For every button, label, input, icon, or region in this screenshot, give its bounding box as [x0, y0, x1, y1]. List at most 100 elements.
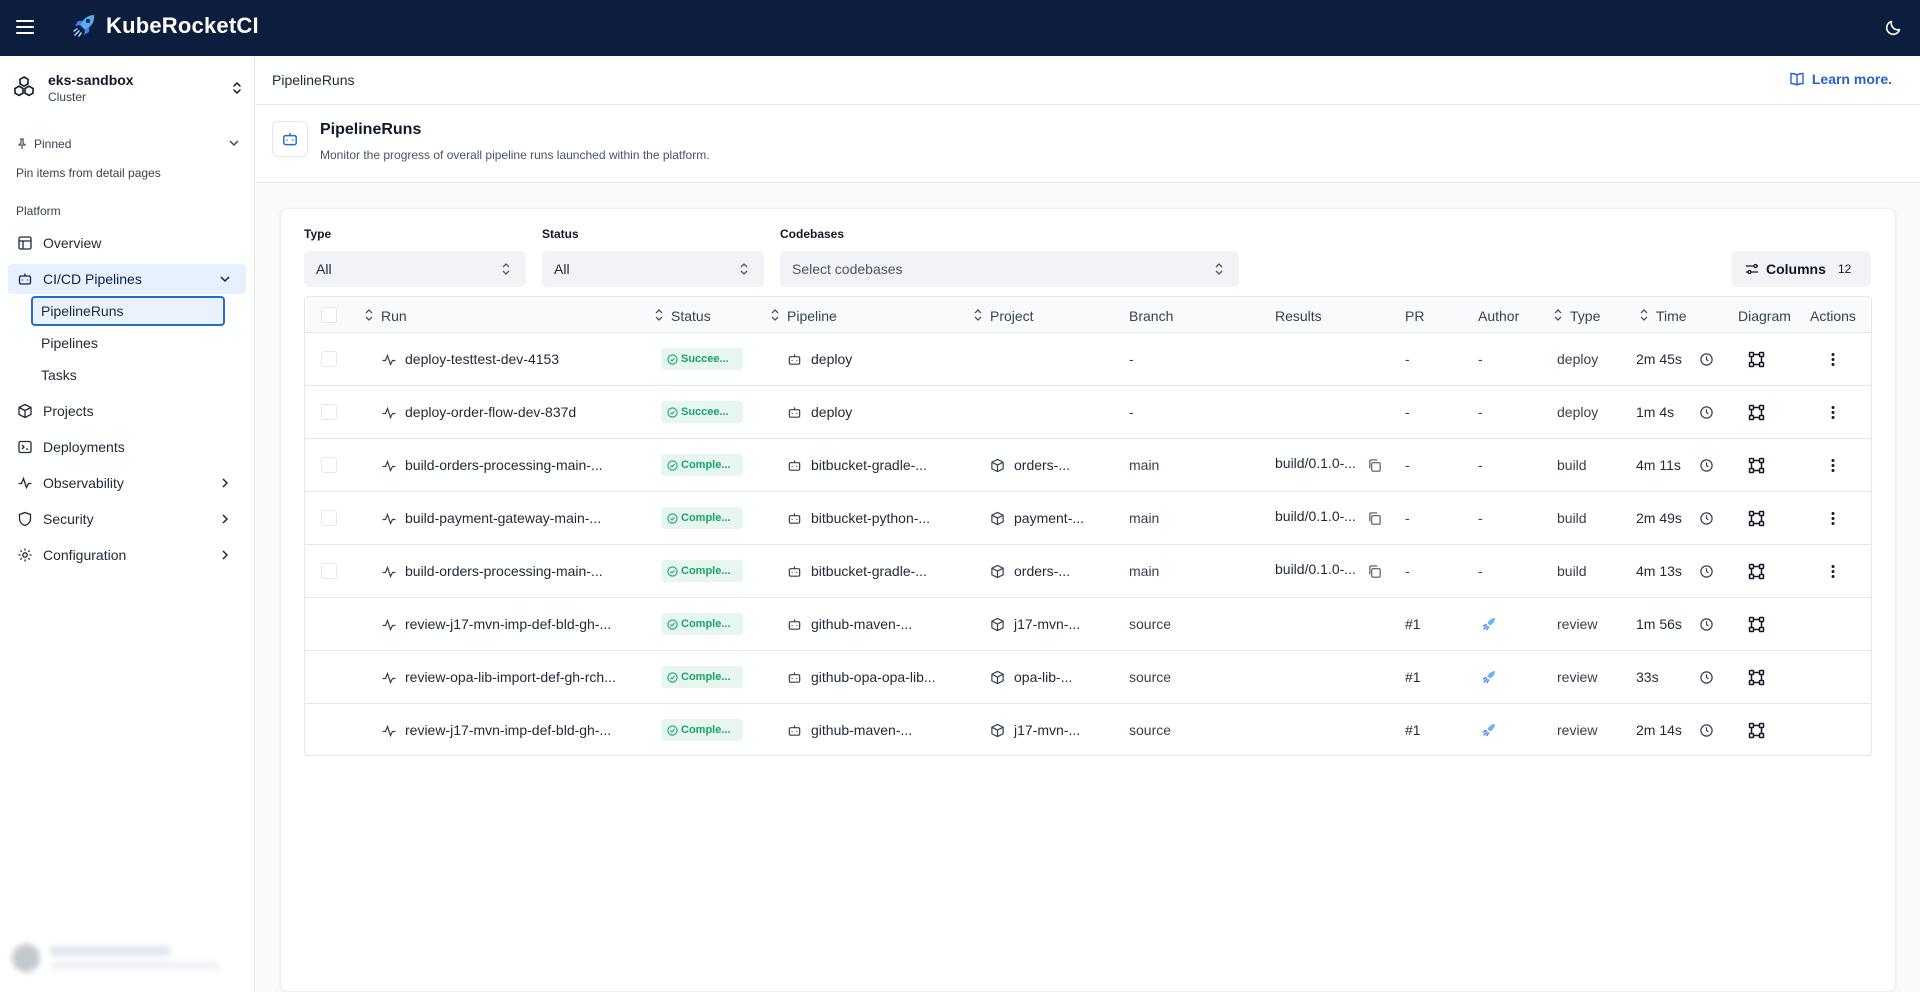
sort-icon[interactable]: [1640, 309, 1648, 321]
table-row[interactable]: build-orders-processing-main-... Comple.…: [305, 439, 1871, 492]
sidebar-item-cicd-pipelines[interactable]: CI/CD Pipelines: [8, 264, 246, 294]
column-header-status[interactable]: Status: [671, 308, 711, 324]
diagram-icon[interactable]: [1748, 510, 1765, 527]
clock-icon[interactable]: [1699, 670, 1714, 685]
copy-icon[interactable]: [1367, 564, 1382, 579]
table-row[interactable]: review-j17-mvn-imp-def-bld-gh-... Comple…: [305, 704, 1871, 757]
diagram-icon[interactable]: [1748, 351, 1765, 368]
diagram-icon[interactable]: [1748, 722, 1765, 739]
brand-logo[interactable]: KubeRocketCI: [70, 12, 259, 40]
sidebar-item-deployments[interactable]: Deployments: [8, 432, 246, 462]
run-name-link[interactable]: review-opa-lib-import-def-gh-rch...: [405, 669, 616, 685]
pr-link[interactable]: #1: [1405, 722, 1421, 738]
pipeline-link[interactable]: github-maven-...: [811, 722, 913, 738]
sidebar-item-pipelines[interactable]: Pipelines: [31, 328, 225, 358]
sidebar-item-tasks[interactable]: Tasks: [31, 360, 225, 390]
sidebar-item-overview[interactable]: Overview: [8, 228, 246, 258]
column-header-run[interactable]: Run: [381, 308, 407, 324]
sort-icon[interactable]: [365, 309, 373, 321]
project-link[interactable]: opa-lib-...: [1014, 669, 1073, 685]
run-name-link[interactable]: deploy-order-flow-dev-837d: [405, 404, 577, 420]
type-filter-select[interactable]: All: [304, 251, 526, 287]
pipeline-link[interactable]: deploy: [811, 404, 853, 420]
table-row[interactable]: review-j17-mvn-imp-def-bld-gh-... Comple…: [305, 598, 1871, 651]
run-name-link[interactable]: build-orders-processing-main-...: [405, 563, 603, 579]
row-checkbox[interactable]: [321, 457, 337, 473]
column-header-time[interactable]: Time: [1656, 308, 1687, 324]
cluster-switcher[interactable]: eks-sandbox Cluster: [12, 70, 244, 106]
theme-toggle-moon-icon[interactable]: [1884, 17, 1904, 37]
project-link[interactable]: payment-...: [1014, 510, 1085, 526]
copy-icon[interactable]: [1367, 511, 1382, 526]
sort-icon[interactable]: [1554, 309, 1562, 321]
run-name-link[interactable]: build-orders-processing-main-...: [405, 457, 603, 473]
table-row[interactable]: deploy-testtest-dev-4153 Succee... deplo…: [305, 333, 1871, 386]
learn-more-link[interactable]: Learn more.: [1789, 71, 1892, 87]
diagram-icon[interactable]: [1748, 404, 1765, 421]
pinned-section-toggle[interactable]: Pinned: [16, 134, 240, 154]
column-header-project[interactable]: Project: [990, 308, 1034, 324]
copy-icon[interactable]: [1367, 458, 1382, 473]
sidebar-item-observability[interactable]: Observability: [8, 468, 246, 498]
sort-icon[interactable]: [655, 309, 663, 321]
run-name-link[interactable]: deploy-testtest-dev-4153: [405, 351, 560, 367]
column-header-type[interactable]: Type: [1570, 308, 1601, 324]
more-vertical-icon[interactable]: [1825, 563, 1841, 580]
pipeline-link[interactable]: github-maven-...: [811, 616, 913, 632]
project-link[interactable]: j17-mvn-...: [1014, 616, 1081, 632]
columns-button[interactable]: Columns 12: [1731, 251, 1871, 287]
row-checkbox[interactable]: [321, 510, 337, 526]
pipeline-link[interactable]: deploy: [811, 351, 853, 367]
diagram-icon[interactable]: [1748, 563, 1765, 580]
column-header-pipeline[interactable]: Pipeline: [787, 308, 837, 324]
select-all-checkbox[interactable]: [321, 307, 337, 323]
sidebar-item-security[interactable]: Security: [8, 504, 246, 534]
row-checkbox[interactable]: [321, 404, 337, 420]
hamburger-menu-icon[interactable]: [14, 16, 36, 38]
pipeline-link[interactable]: github-opa-opa-lib...: [811, 669, 936, 685]
run-name-link[interactable]: build-payment-gateway-main-...: [405, 510, 602, 526]
project-link[interactable]: orders-...: [1014, 457, 1071, 473]
author-avatar[interactable]: [1480, 615, 1498, 633]
clock-icon[interactable]: [1699, 723, 1714, 738]
more-vertical-icon[interactable]: [1825, 404, 1841, 421]
more-vertical-icon[interactable]: [1825, 351, 1841, 368]
clock-icon[interactable]: [1699, 564, 1714, 579]
more-vertical-icon[interactable]: [1825, 510, 1841, 527]
project-link[interactable]: j17-mvn-...: [1014, 722, 1081, 738]
sort-icon[interactable]: [974, 309, 982, 321]
pipeline-link[interactable]: bitbucket-gradle-...: [811, 563, 927, 579]
sidebar-item-pipelineruns[interactable]: PipelineRuns: [31, 296, 225, 326]
sidebar-item-label: Projects: [43, 403, 94, 419]
user-account-blurred[interactable]: [8, 938, 248, 978]
clock-icon[interactable]: [1699, 405, 1714, 420]
clock-icon[interactable]: [1699, 458, 1714, 473]
pipeline-link[interactable]: bitbucket-gradle-...: [811, 457, 927, 473]
sidebar-item-configuration[interactable]: Configuration: [8, 540, 246, 570]
run-name-link[interactable]: review-j17-mvn-imp-def-bld-gh-...: [405, 616, 612, 632]
sort-icon[interactable]: [771, 309, 779, 321]
pipeline-link[interactable]: bitbucket-python-...: [811, 510, 931, 526]
clock-icon[interactable]: [1699, 511, 1714, 526]
more-vertical-icon[interactable]: [1825, 457, 1841, 474]
pr-link[interactable]: #1: [1405, 616, 1421, 632]
table-row[interactable]: build-payment-gateway-main-... Comple...…: [305, 492, 1871, 545]
table-row[interactable]: build-orders-processing-main-... Comple.…: [305, 545, 1871, 598]
author-avatar[interactable]: [1480, 721, 1498, 739]
diagram-icon[interactable]: [1748, 616, 1765, 633]
sidebar-item-projects[interactable]: Projects: [8, 396, 246, 426]
project-link[interactable]: orders-...: [1014, 563, 1071, 579]
diagram-icon[interactable]: [1748, 457, 1765, 474]
row-checkbox[interactable]: [321, 563, 337, 579]
clock-icon[interactable]: [1699, 352, 1714, 367]
row-checkbox[interactable]: [321, 351, 337, 367]
diagram-icon[interactable]: [1748, 669, 1765, 686]
run-name-link[interactable]: review-j17-mvn-imp-def-bld-gh-...: [405, 722, 612, 738]
pr-link[interactable]: #1: [1405, 669, 1421, 685]
clock-icon[interactable]: [1699, 617, 1714, 632]
codebases-filter-select[interactable]: Select codebases: [780, 251, 1239, 287]
table-row[interactable]: deploy-order-flow-dev-837d Succee... dep…: [305, 386, 1871, 439]
table-row[interactable]: review-opa-lib-import-def-gh-rch... Comp…: [305, 651, 1871, 704]
status-filter-select[interactable]: All: [542, 251, 764, 287]
author-avatar[interactable]: [1480, 668, 1498, 686]
